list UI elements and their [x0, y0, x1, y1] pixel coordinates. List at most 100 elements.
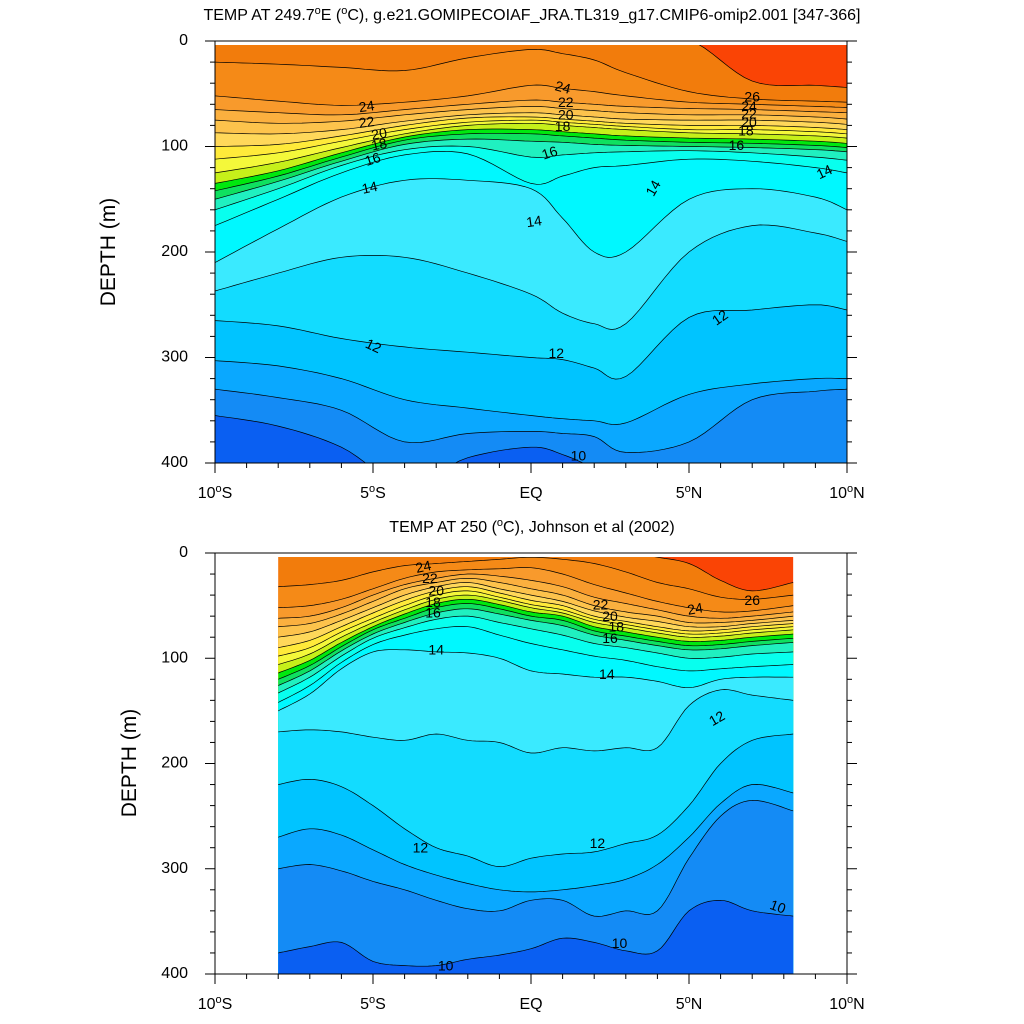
- isotherm-23: [215, 99, 847, 116]
- isotherm-24: [215, 84, 847, 108]
- y-tick-label: 300: [161, 860, 188, 877]
- x-tick-label: 10oS: [198, 994, 233, 1013]
- contour-label: 14: [525, 212, 543, 230]
- isotherm-18: [278, 594, 794, 665]
- x-tick-label: 5oN: [676, 994, 703, 1013]
- y-tick-label: 100: [161, 138, 188, 155]
- contour-lines: [278, 557, 794, 967]
- y-tick-label: 100: [161, 649, 188, 666]
- panel-1: TEMP AT 249.7oE (oC), g.e21.GOMIPECOIAF_…: [97, 5, 865, 502]
- isotherm-10: [278, 899, 794, 967]
- isotherm-11: [215, 388, 847, 453]
- contour-label: 14: [814, 161, 835, 182]
- contour-label: 22: [741, 106, 757, 122]
- y-tick-label: 400: [161, 965, 188, 982]
- contour-band-0: [215, 415, 584, 463]
- contour-label: 10: [768, 896, 788, 916]
- isotherm-24: [278, 567, 794, 613]
- y-tick-label: 300: [161, 349, 188, 366]
- isotherm-21: [278, 582, 794, 638]
- y-tick-label: 0: [179, 32, 188, 49]
- isotherm-26: [698, 45, 847, 88]
- contour-lines: [215, 45, 847, 463]
- isotherm-17: [215, 128, 847, 184]
- contour-label: 16: [602, 630, 618, 646]
- isotherm-25: [215, 48, 847, 103]
- isotherm-16-5: [215, 132, 847, 192]
- contour-label: 24: [686, 599, 704, 617]
- contour-label: 10: [571, 447, 587, 463]
- contour-label: 24: [358, 97, 376, 115]
- isotherm-11: [278, 799, 794, 917]
- contour-label: 18: [609, 618, 625, 634]
- contour-label: 22: [558, 94, 574, 110]
- contour-label: 16: [729, 137, 745, 153]
- y-tick-label: 0: [179, 544, 188, 561]
- contour-label: 16: [425, 605, 441, 621]
- contour-label: 12: [548, 345, 564, 361]
- isotherm-20: [215, 116, 847, 147]
- contour-label: 24: [553, 77, 572, 97]
- contour-label: 24: [414, 557, 433, 576]
- x-tick-label: 5oN: [676, 483, 703, 502]
- y-tick-label: 200: [161, 243, 188, 260]
- isotherm-20: [278, 586, 794, 649]
- isotherm-16: [278, 608, 794, 686]
- isotherm-23: [278, 573, 794, 619]
- x-tick-label: 5oS: [360, 994, 386, 1013]
- isotherm-21: [215, 112, 847, 135]
- y-tick-label: 200: [161, 755, 188, 772]
- contour-label: 26: [744, 89, 760, 105]
- contour-label: 12: [706, 707, 728, 729]
- y-tick-label: 400: [161, 454, 188, 471]
- contour-label: 22: [422, 570, 438, 586]
- x-tick-label: 5oS: [360, 483, 386, 502]
- contour-label: 20: [370, 124, 388, 142]
- isotherm-14: [215, 178, 847, 263]
- isotherm-14: [278, 649, 794, 712]
- isotherm-15: [278, 626, 794, 703]
- isotherm-25: [278, 557, 794, 600]
- contour-label: 12: [590, 835, 606, 851]
- isotherm-13: [215, 224, 847, 330]
- contour-band-10: [215, 389, 847, 463]
- isotherm-22: [278, 577, 794, 628]
- isotherm-17: [278, 598, 794, 674]
- contour-label: 18: [370, 135, 389, 154]
- contour-fills: [215, 45, 847, 463]
- contour-label: 14: [428, 642, 444, 658]
- chart-title-1: TEMP AT 249.7oE (oC), g.e21.GOMIPECOIAF_…: [203, 5, 860, 24]
- contour-label: 18: [738, 122, 754, 138]
- contour-band-0: [278, 900, 794, 974]
- contour-label: 20: [602, 608, 618, 624]
- contour-label: 16: [540, 143, 560, 163]
- isotherm-26: [654, 557, 794, 592]
- x-tick-label: 10oS: [198, 483, 233, 502]
- isotherm-10: [215, 415, 584, 463]
- contour-label: 24: [741, 98, 757, 114]
- chart-title-2: TEMP AT 250 (oC), Johnson et al (2002): [389, 517, 674, 536]
- x-tick-label: EQ: [519, 996, 542, 1013]
- y-axis-label-2: DEPTH (m): [118, 709, 141, 818]
- contour-label: 10: [612, 935, 628, 951]
- isotherm-22: [215, 106, 847, 124]
- contour-label: 26: [744, 592, 760, 608]
- plot-area-1: 2422201816142422201816141426242220181614…: [161, 32, 864, 502]
- contour-label: 20: [428, 583, 444, 599]
- contour-label: 14: [642, 177, 664, 199]
- isotherm-15-5: [278, 615, 794, 694]
- isotherm-15: [215, 150, 847, 226]
- contour-label: 20: [558, 107, 574, 123]
- contour-label: 14: [599, 666, 615, 682]
- isotherm-16-5: [278, 603, 794, 680]
- contour-label: 20: [741, 114, 757, 130]
- contour-label: 18: [555, 118, 571, 134]
- panel-2: TEMP AT 250 (oC), Johnson et al (2002) D…: [118, 517, 865, 1013]
- contour-label: 16: [363, 149, 383, 169]
- contour-fills: [278, 557, 794, 974]
- isotherm-19: [215, 119, 847, 160]
- y-axis-label-1: DEPTH (m): [97, 198, 120, 307]
- isotherm-13: [278, 689, 794, 754]
